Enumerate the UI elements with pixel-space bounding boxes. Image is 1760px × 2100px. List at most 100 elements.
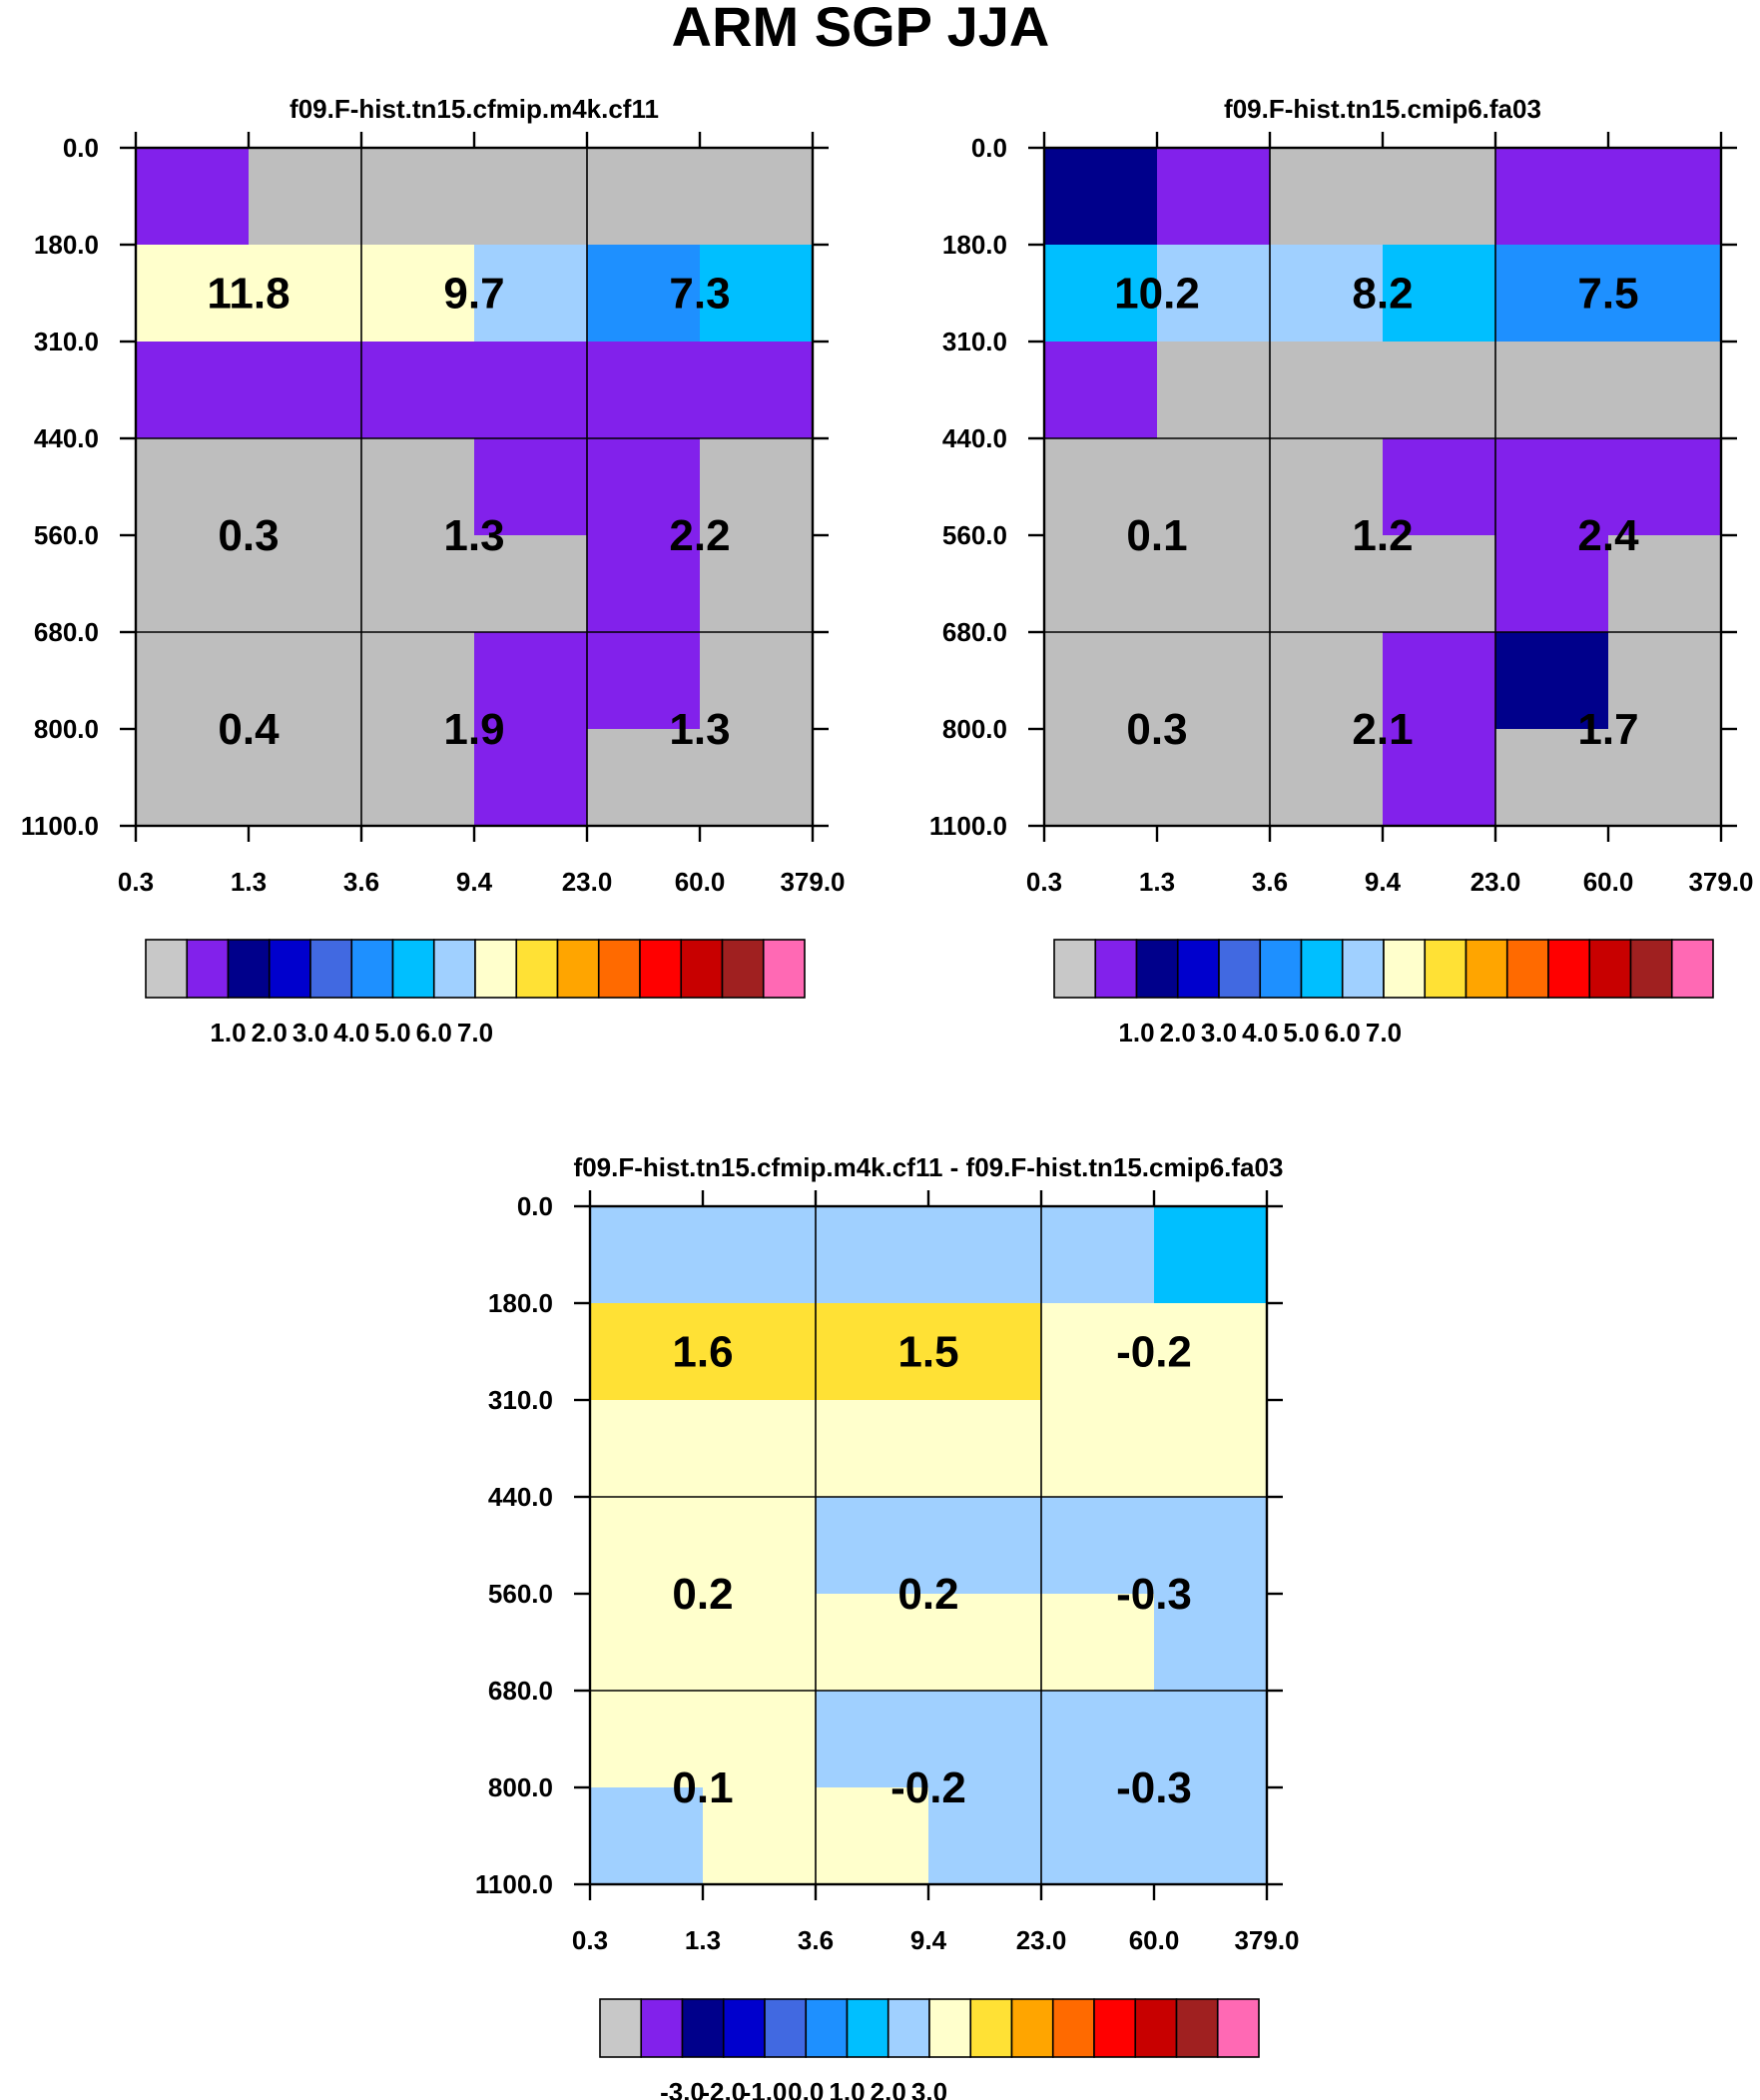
y-tick-label: 310.0 bbox=[488, 1385, 553, 1415]
y-tick-label: 560.0 bbox=[942, 520, 1007, 550]
heatmap-cell bbox=[1157, 729, 1271, 827]
y-tick-label: 680.0 bbox=[488, 1676, 553, 1706]
x-tick-label: 379.0 bbox=[1688, 867, 1753, 897]
panel-2: f09.F-hist.tn15.cmip6.fa03 0.3 1.3 3.6 9.4 23… bbox=[929, 94, 1754, 1048]
heatmap-cell bbox=[816, 1303, 929, 1401]
heatmap-cell bbox=[1041, 1787, 1155, 1885]
colorbar-swatch bbox=[1175, 1998, 1219, 2058]
colorbar-label: 1.0 bbox=[210, 1018, 246, 1048]
heatmap-cell bbox=[590, 1594, 704, 1692]
colorbar-label: 5.0 bbox=[374, 1018, 410, 1048]
heatmap-cell bbox=[703, 1497, 817, 1595]
block-value-label: 10.2 bbox=[1114, 270, 1200, 319]
heatmap-cell bbox=[474, 245, 588, 343]
heatmap-cell bbox=[136, 438, 250, 536]
heatmap-cell bbox=[1495, 535, 1609, 633]
colorbar-label: -2.0 bbox=[701, 2077, 746, 2100]
block-value-label: 0.2 bbox=[672, 1570, 733, 1619]
colorbar-label: 4.0 bbox=[333, 1018, 369, 1048]
heatmap-cell bbox=[1495, 342, 1609, 439]
block-value-label: 11.8 bbox=[207, 270, 290, 319]
colorbar-label: 1.0 bbox=[829, 2077, 865, 2100]
colorbar-label: 1.0 bbox=[1118, 1018, 1154, 1048]
heatmap-cell bbox=[1154, 1594, 1268, 1692]
heatmap-cell bbox=[1608, 148, 1722, 246]
colorbar-swatch bbox=[474, 939, 518, 999]
heatmap-cell bbox=[590, 1497, 704, 1595]
heatmap-cell bbox=[1044, 535, 1158, 633]
heatmap-cell bbox=[700, 632, 814, 730]
heatmap-cell bbox=[1157, 632, 1271, 730]
heatmap-cell bbox=[136, 342, 250, 439]
colorbar-label: 2.0 bbox=[871, 2077, 906, 2100]
colorbar-label: 2.0 bbox=[1160, 1018, 1196, 1048]
block-value-label: 7.5 bbox=[1577, 270, 1638, 319]
block-value-label: 0.3 bbox=[1126, 705, 1187, 754]
heatmap-cell bbox=[1041, 1206, 1155, 1304]
x-tick-label: 3.6 bbox=[798, 1925, 834, 1955]
heatmap-cell bbox=[1270, 632, 1384, 730]
colorbar-swatch bbox=[1216, 1998, 1260, 2058]
colorbar-swatch bbox=[1670, 939, 1714, 999]
y-tick-label: 800.0 bbox=[942, 714, 1007, 744]
heatmap-cell bbox=[249, 729, 362, 827]
colorbar-label: 7.0 bbox=[1366, 1018, 1402, 1048]
colorbar-swatch bbox=[846, 1998, 889, 2058]
heatmap-cell bbox=[703, 1400, 817, 1498]
colorbar-swatch bbox=[599, 1998, 643, 2058]
heatmap-cell bbox=[1041, 1594, 1155, 1692]
y-tick-label: 0.0 bbox=[63, 133, 99, 163]
heatmap-cell bbox=[1157, 245, 1271, 343]
x-tick-label: 60.0 bbox=[1129, 1925, 1180, 1955]
block-value-label: 2.1 bbox=[1352, 705, 1413, 754]
heatmap-cell bbox=[1157, 342, 1271, 439]
colorbar-swatch bbox=[805, 1998, 849, 2058]
heatmap-cell bbox=[1270, 245, 1384, 343]
colorbar-swatch bbox=[928, 1998, 972, 2058]
heatmap-cell bbox=[587, 245, 701, 343]
heatmap-cell bbox=[474, 148, 588, 246]
x-tick-label: 9.4 bbox=[910, 1925, 947, 1955]
x-tick-label: 1.3 bbox=[231, 867, 267, 897]
heatmap-cell bbox=[928, 1691, 1042, 1788]
y-tick-label: 1100.0 bbox=[929, 811, 1007, 841]
colorbar-label: 6.0 bbox=[416, 1018, 452, 1048]
block-value-label: 1.3 bbox=[669, 705, 730, 754]
heatmap-cell bbox=[700, 535, 814, 633]
colorbar-label: 4.0 bbox=[1242, 1018, 1278, 1048]
heatmap-cell bbox=[474, 342, 588, 439]
colorbar-label: 3.0 bbox=[293, 1018, 328, 1048]
heatmap-cell bbox=[816, 1787, 929, 1885]
x-tick-label: 60.0 bbox=[675, 867, 726, 897]
colorbar-swatch bbox=[1341, 939, 1385, 999]
colorbar-swatch bbox=[1547, 939, 1591, 999]
heatmap-cell bbox=[1270, 148, 1384, 246]
colorbar-swatch bbox=[721, 939, 765, 999]
heatmap-cell bbox=[1608, 342, 1722, 439]
colorbar-label: 3.0 bbox=[1201, 1018, 1237, 1048]
colorbar-swatch bbox=[762, 939, 806, 999]
colorbar-swatch bbox=[681, 1998, 725, 2058]
colorbar-swatch bbox=[1176, 939, 1220, 999]
y-tick-label: 1100.0 bbox=[21, 811, 99, 841]
heatmap-cell bbox=[1157, 438, 1271, 536]
colorbar-swatch bbox=[1093, 1998, 1137, 2058]
heatmap-cell bbox=[1495, 438, 1609, 536]
colorbar-swatch bbox=[1629, 939, 1673, 999]
heatmap-cell bbox=[249, 148, 362, 246]
heatmap-cell bbox=[1270, 438, 1384, 536]
block-value-label: 1.7 bbox=[1577, 705, 1638, 754]
heatmap-cell bbox=[1495, 632, 1609, 730]
heatmap-cell bbox=[361, 632, 475, 730]
y-tick-label: 1100.0 bbox=[475, 1869, 553, 1899]
heatmap-cell bbox=[474, 632, 588, 730]
heatmap-cell bbox=[1154, 1400, 1268, 1498]
heatmap-cell bbox=[928, 1206, 1042, 1304]
x-tick-label: 1.3 bbox=[685, 1925, 721, 1955]
heatmap-cell bbox=[361, 438, 475, 536]
y-tick-label: 800.0 bbox=[488, 1772, 553, 1802]
colorbar-swatch bbox=[722, 1998, 766, 2058]
colorbar-swatch bbox=[227, 939, 271, 999]
heatmap-cell bbox=[587, 148, 701, 246]
block-value-label: -0.2 bbox=[890, 1763, 966, 1812]
